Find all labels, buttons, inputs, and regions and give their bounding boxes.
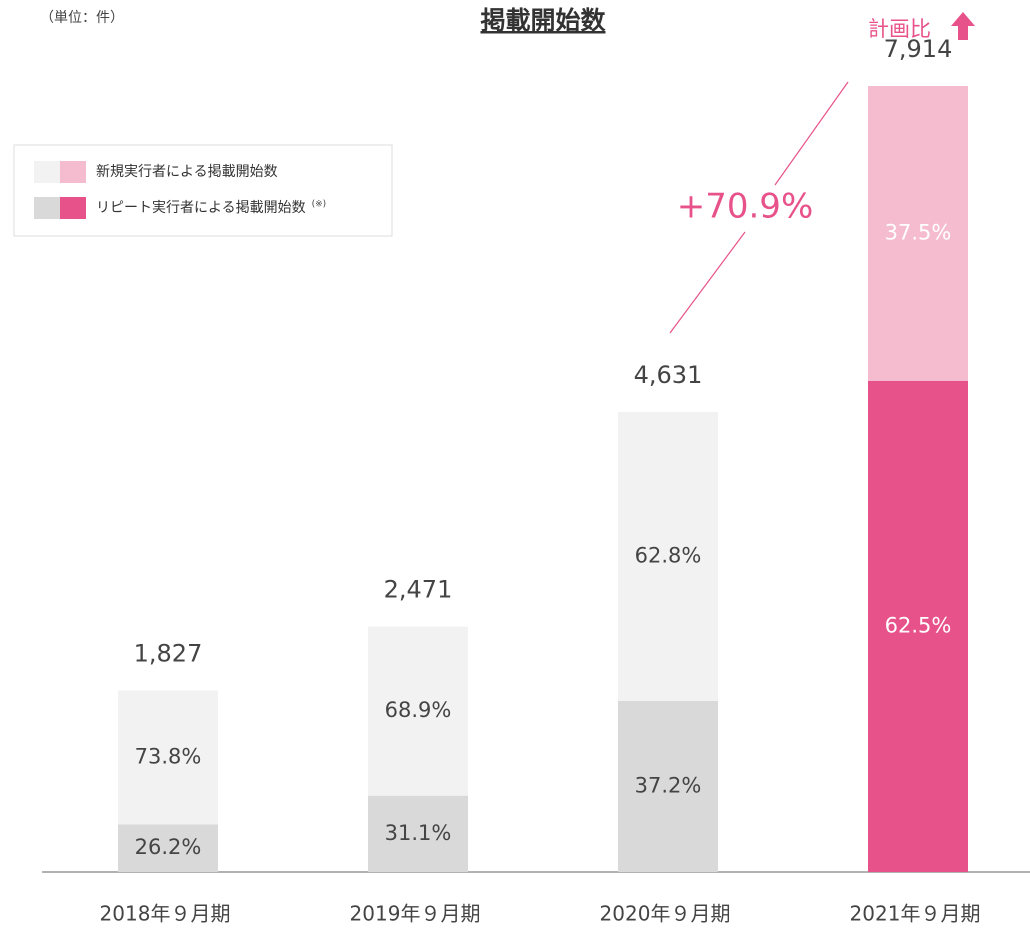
bar-segment xyxy=(368,626,468,796)
segment-label: 62.8% xyxy=(635,543,702,567)
legend-swatch xyxy=(34,161,60,183)
x-tick-label: 2018年９月期 xyxy=(100,902,231,926)
growth-label: +70.9% xyxy=(677,187,814,227)
legend-label: リピート実行者による掲載開始数 xyxy=(96,200,306,216)
bar-segment xyxy=(368,795,468,872)
segment-label: 73.8% xyxy=(135,745,202,769)
legend-note: (※) xyxy=(312,200,327,210)
growth-line xyxy=(669,231,746,334)
legend-swatch xyxy=(60,161,86,183)
unit-label: （単位：件） xyxy=(40,10,124,26)
up-arrow xyxy=(951,12,975,40)
segment-label: 37.2% xyxy=(635,773,702,797)
x-tick-label: 2021年９月期 xyxy=(850,902,981,926)
segment-label: 31.1% xyxy=(385,821,452,845)
bar-segment xyxy=(118,824,218,872)
bar-segment xyxy=(868,86,968,381)
total-label: 4,631 xyxy=(634,361,703,389)
legend xyxy=(13,144,393,237)
chart-title: 掲載開始数 xyxy=(480,6,606,35)
segment-label: 62.5% xyxy=(885,613,952,637)
legend-label: 新規実行者による掲載開始数 xyxy=(96,164,278,180)
plan-label: 計画比 xyxy=(868,17,931,41)
segment-label: 68.9% xyxy=(385,698,452,722)
segment-label: 26.2% xyxy=(135,835,202,859)
legend-swatch xyxy=(34,197,60,219)
bar-segment xyxy=(118,690,218,825)
total-label: 7,914 xyxy=(884,35,953,63)
segment-label: 37.5% xyxy=(885,220,952,244)
bar-segment xyxy=(618,700,718,872)
x-tick-label: 2019年９月期 xyxy=(350,902,481,926)
growth-line xyxy=(774,81,849,186)
total-label: 2,471 xyxy=(384,576,453,604)
total-label: 1,827 xyxy=(134,640,203,668)
bar-segment xyxy=(618,412,718,701)
bar-segment xyxy=(868,380,968,872)
x-tick-label: 2020年９月期 xyxy=(600,902,731,926)
legend-swatch xyxy=(60,197,86,219)
